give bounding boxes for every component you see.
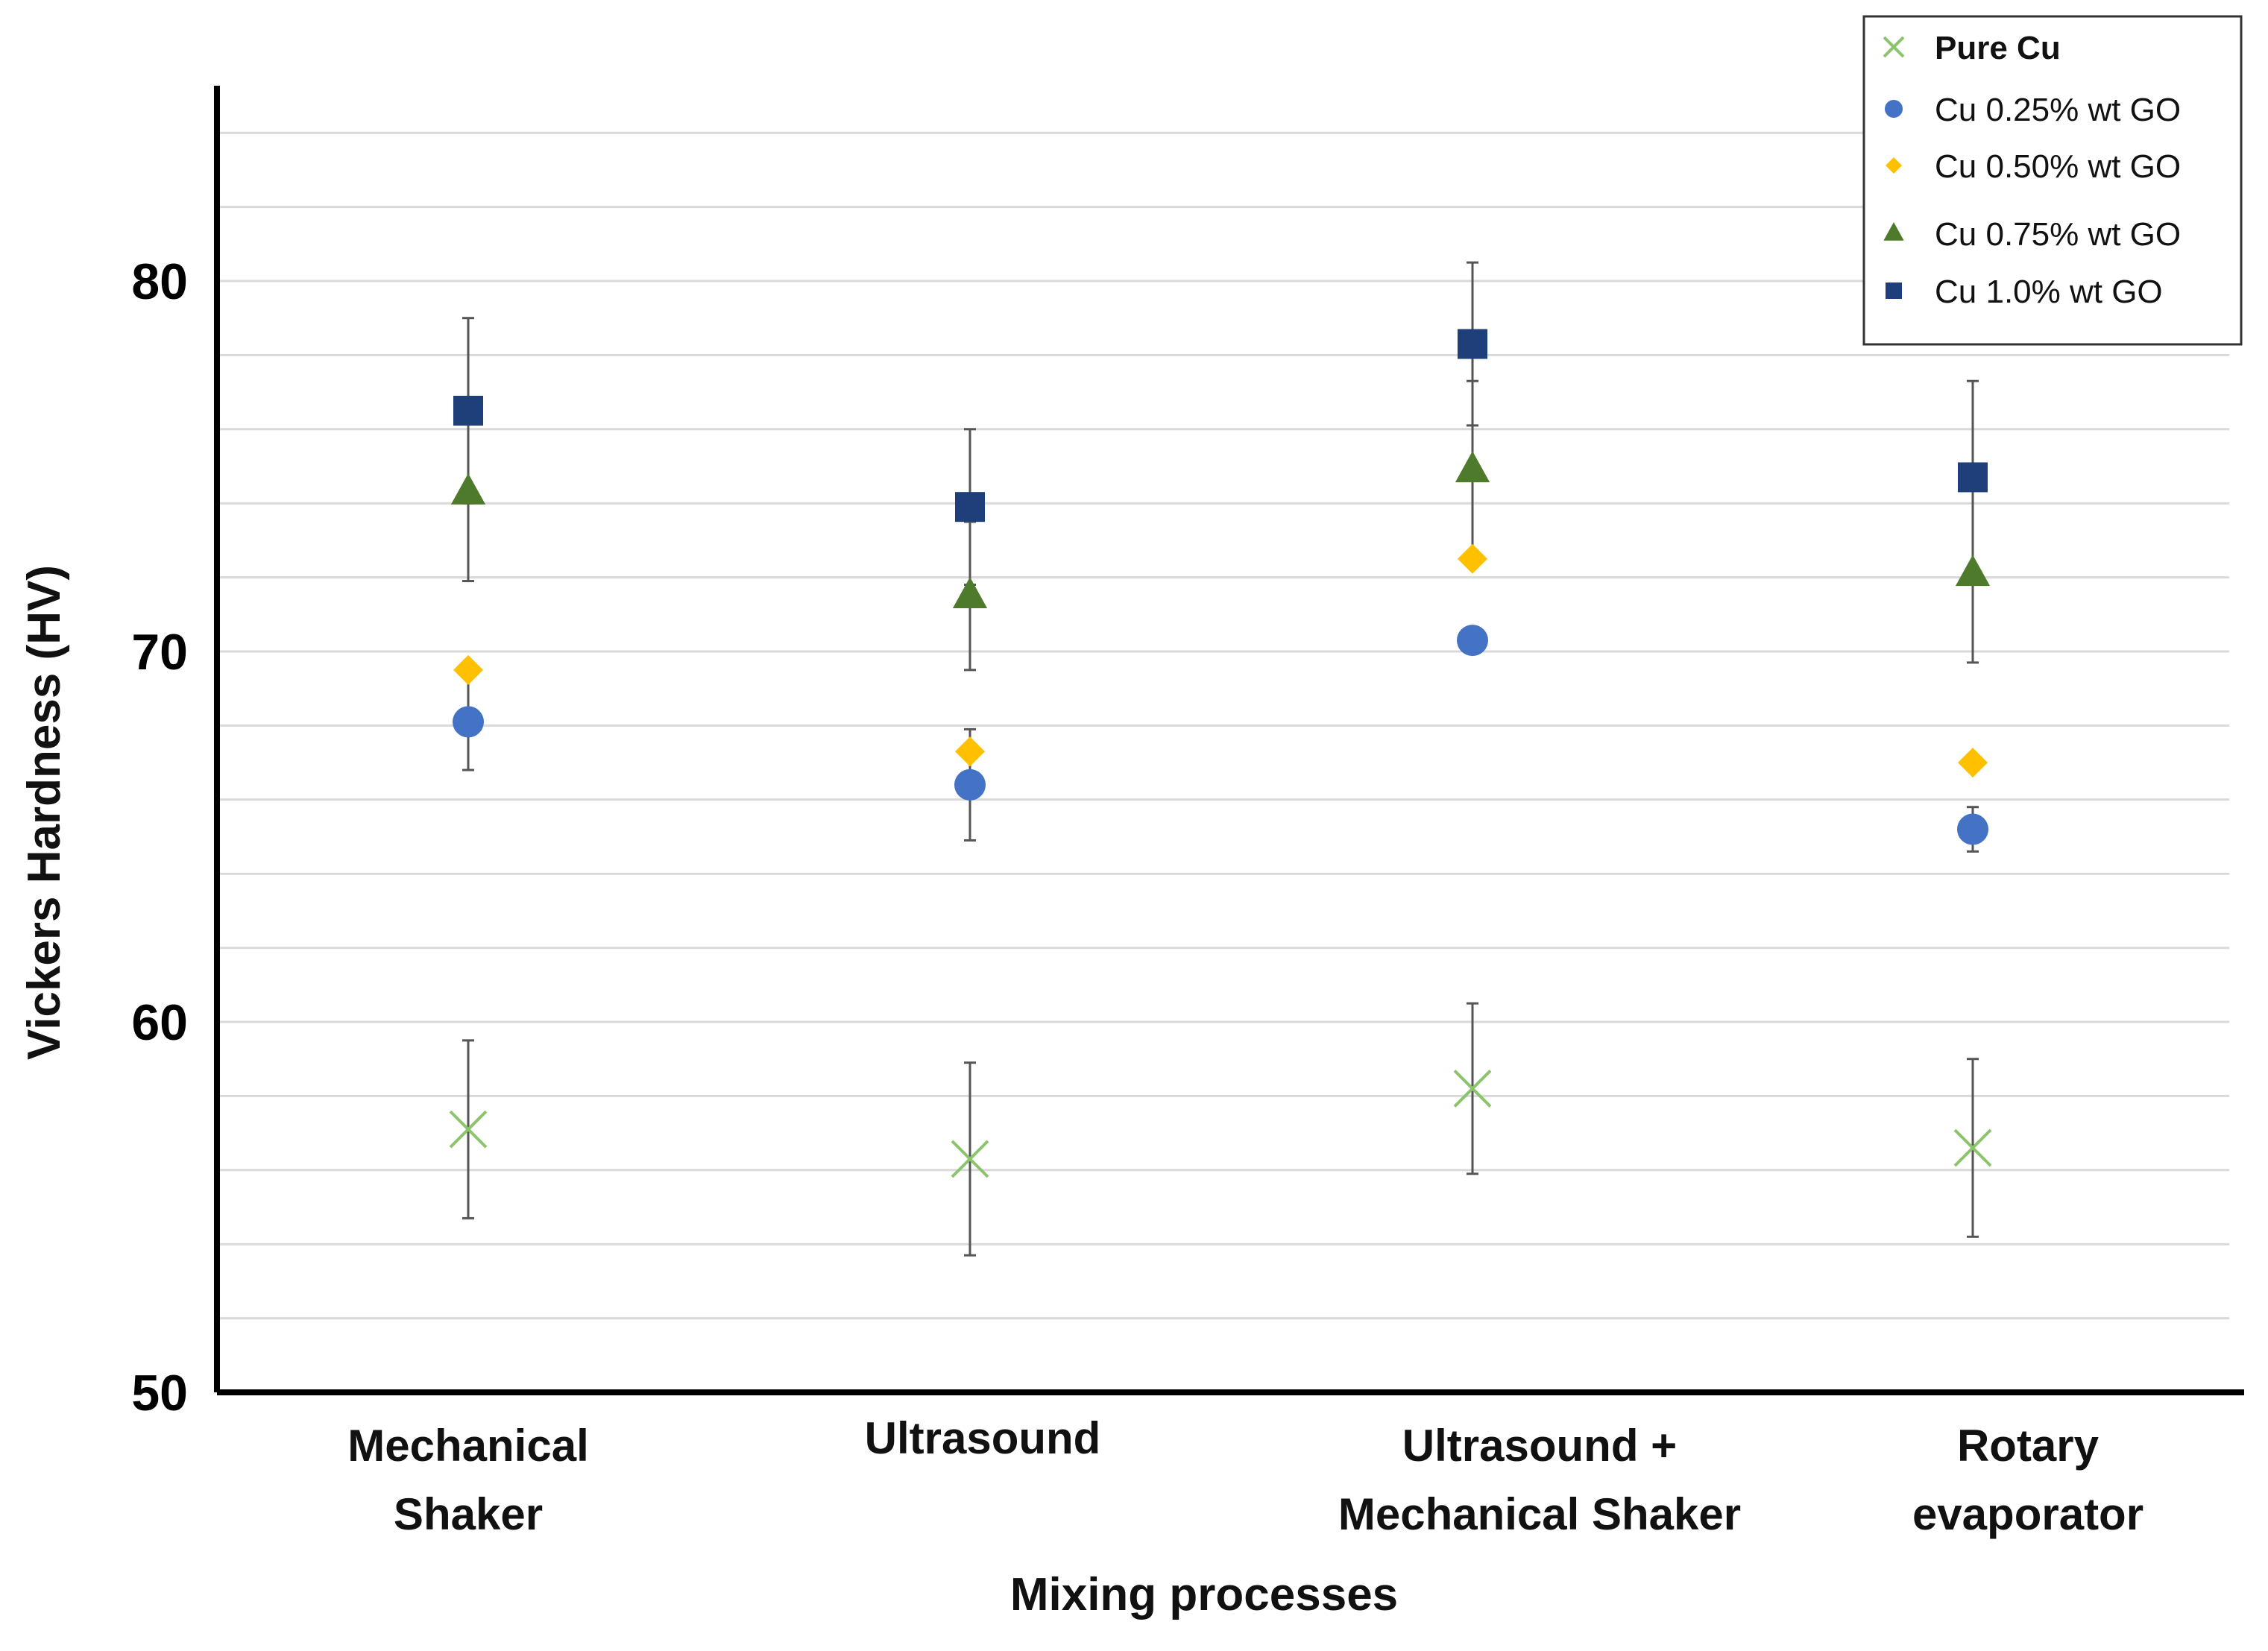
legend-label: Cu 0.75% wt GO	[1935, 216, 2181, 253]
legend-marker-cu-1-0-wt-go	[1886, 282, 1902, 299]
x-category-labels: Mechanical Shaker Ultrasound Ultrasound + Me…	[347, 1413, 2143, 1539]
y-tick-label: 70	[131, 624, 188, 681]
error-bars	[462, 261, 1979, 1257]
point-cu-0-75-wt-go	[1955, 555, 1991, 587]
point-cu-0-75-wt-go	[952, 577, 988, 608]
legend-marker-pure-cu	[1883, 36, 1905, 58]
legend-item-cu-0-75-wt-go: Cu 0.75% wt GO	[1883, 216, 2181, 253]
point-pure-cu	[1953, 1128, 1992, 1167]
x-category-label: Rotary evaporator	[1912, 1421, 2143, 1539]
data-markers	[449, 329, 1992, 1178]
y-tick-label: 50	[131, 1365, 188, 1421]
point-pure-cu	[1453, 1070, 1492, 1108]
point-cu-0-50-wt-go	[955, 736, 985, 767]
x-category-label: Ultrasound	[865, 1413, 1101, 1463]
legend-marker-cu-0-50-wt-go	[1886, 157, 1902, 174]
x-axis-title: Mixing processes	[1010, 1569, 1398, 1620]
legend-label: Cu 0.50% wt GO	[1935, 148, 2181, 185]
point-cu-1-0-wt-go	[453, 395, 483, 426]
legend-marker-cu-0-25-wt-go	[1885, 100, 1903, 118]
y-tick-label: 60	[131, 994, 188, 1051]
y-tick-label: 80	[131, 253, 188, 310]
point-pure-cu	[449, 1110, 488, 1149]
legend-item-cu-1-0-wt-go: Cu 1.0% wt GO	[1886, 274, 2163, 310]
legend-label: Cu 0.25% wt GO	[1935, 92, 2181, 128]
legend-box	[1862, 15, 2243, 346]
point-cu-0-50-wt-go	[1458, 543, 1487, 574]
legend-item-cu-0-25-wt-go: Cu 0.25% wt GO	[1885, 92, 2181, 128]
x-category-label: Mechanical Shaker	[347, 1421, 588, 1539]
y-tick-labels: 50 60 70 80	[131, 253, 188, 1421]
point-cu-1-0-wt-go	[1458, 329, 1487, 359]
gridlines	[217, 131, 2229, 1320]
point-cu-0-75-wt-go	[450, 473, 486, 505]
y-axis-title: Vickers Hardness (HV)	[19, 565, 70, 1060]
point-cu-0-25-wt-go	[453, 706, 484, 738]
legend: Pure Cu Cu 0.25% wt GO Cu 0.50% wt GO Cu 0.…	[1862, 15, 2243, 346]
point-cu-0-25-wt-go	[954, 768, 986, 801]
x-category-label: Ultrasound + Mechanical Shaker	[1338, 1421, 1741, 1539]
legend-item-pure-cu: Pure Cu	[1883, 30, 2061, 66]
point-cu-1-0-wt-go	[1958, 462, 1988, 493]
legend-label: Pure Cu	[1935, 30, 2061, 66]
legend-item-cu-0-50-wt-go: Cu 0.50% wt GO	[1886, 148, 2181, 185]
point-cu-0-25-wt-go	[1457, 625, 1488, 657]
point-cu-0-50-wt-go	[1958, 748, 1988, 778]
point-cu-1-0-wt-go	[955, 492, 985, 523]
point-cu-0-75-wt-go	[1455, 451, 1490, 482]
axes	[214, 86, 2244, 1395]
point-cu-0-50-wt-go	[453, 654, 483, 685]
legend-marker-cu-0-75-wt-go	[1883, 222, 1904, 241]
point-cu-0-25-wt-go	[1957, 813, 1988, 845]
legend-label: Cu 1.0% wt GO	[1935, 274, 2163, 310]
point-pure-cu	[951, 1140, 989, 1178]
